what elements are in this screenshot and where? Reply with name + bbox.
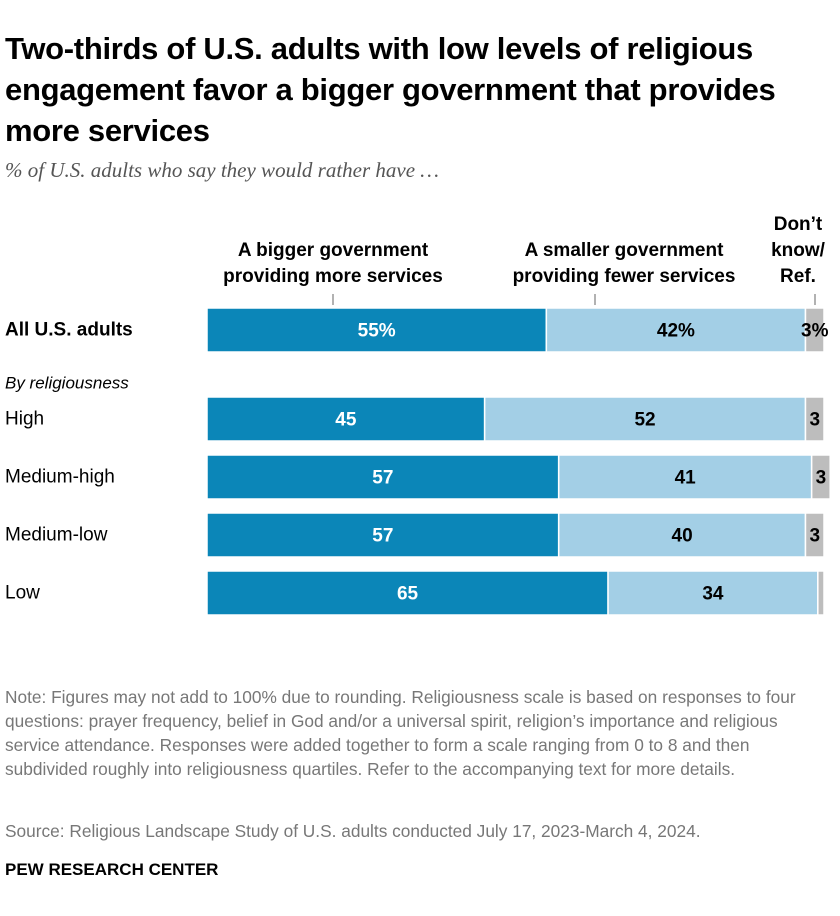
bar-segment <box>483 396 807 442</box>
bar-segment <box>557 512 807 558</box>
bar-segment <box>804 396 825 442</box>
series-header: A smaller government providing fewer ser… <box>512 240 736 287</box>
bar-segment <box>810 454 831 500</box>
bar-segment <box>206 396 486 442</box>
value-label: 3 <box>809 526 820 547</box>
value-label: 52 <box>634 410 655 431</box>
bar-segment <box>545 307 807 353</box>
value-label: 40 <box>672 526 693 547</box>
value-label: 55% <box>358 321 396 342</box>
bar-segment <box>817 570 825 616</box>
series-header: Don’t know/ Ref. <box>771 214 825 287</box>
value-label: 3 <box>809 410 820 431</box>
value-label: 57 <box>372 526 393 547</box>
category-label: Low <box>5 583 40 604</box>
value-label: 3% <box>801 321 829 342</box>
value-label: 34 <box>702 584 724 605</box>
value-label: 42% <box>657 321 695 342</box>
bar-segment <box>206 570 609 616</box>
value-label: 41 <box>675 468 697 489</box>
note: Note: Figures may not add to 100% due to… <box>5 687 796 779</box>
bar-segment <box>206 454 560 500</box>
group-label: By religiousness <box>5 374 129 393</box>
credit: PEW RESEARCH CENTER <box>5 860 219 879</box>
category-label: Medium-high <box>5 467 115 488</box>
value-label: 3 <box>816 468 827 489</box>
source: Source: Religious Landscape Study of U.S… <box>5 821 701 841</box>
category-label: Medium-low <box>5 525 108 546</box>
chart-title: Two-thirds of U.S. adults with low level… <box>5 31 776 148</box>
series-header: A bigger government providing more servi… <box>223 240 443 287</box>
value-label: 65 <box>397 584 419 605</box>
bar-segment <box>804 512 825 558</box>
category-label: All U.S. adults <box>5 320 133 341</box>
value-label: 45 <box>335 410 357 431</box>
category-label: High <box>5 409 44 430</box>
bar-segment <box>607 570 819 616</box>
chart-subtitle: % of U.S. adults who say they would rath… <box>5 158 439 182</box>
bar-segment <box>804 307 825 353</box>
bar-segment <box>206 512 560 558</box>
value-label: 57 <box>372 468 393 489</box>
